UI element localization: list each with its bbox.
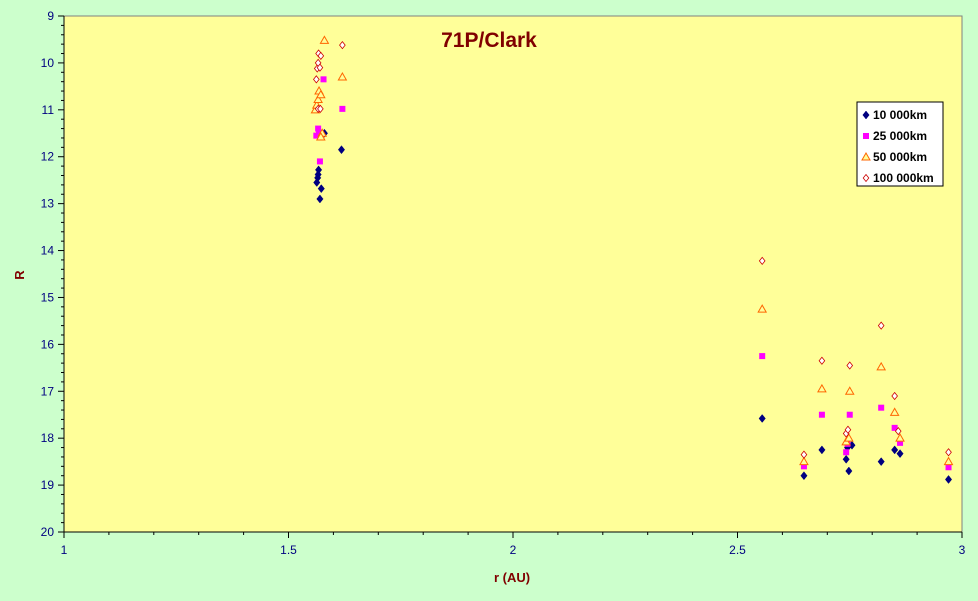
data-point bbox=[818, 356, 826, 365]
data-point bbox=[758, 414, 766, 423]
data-point bbox=[817, 383, 827, 393]
data-point bbox=[896, 449, 904, 459]
data-point bbox=[320, 76, 327, 83]
chart-title: 71P/Clark bbox=[441, 29, 537, 52]
data-point bbox=[943, 456, 954, 466]
data-point bbox=[843, 449, 850, 456]
legend-label: 50 000km bbox=[873, 150, 927, 164]
data-point bbox=[315, 89, 326, 99]
data-point bbox=[337, 145, 346, 155]
x-tick-label: 1.5 bbox=[280, 543, 297, 557]
data-point bbox=[758, 256, 766, 266]
data-point bbox=[945, 475, 953, 484]
series-2 bbox=[310, 35, 954, 466]
legend-marker bbox=[861, 151, 871, 161]
data-point bbox=[895, 433, 905, 442]
data-point bbox=[313, 94, 323, 103]
legend-label: 100 000km bbox=[873, 171, 934, 185]
y-tick-label: 11 bbox=[42, 103, 55, 117]
data-points bbox=[310, 35, 954, 484]
plot-area bbox=[63, 15, 963, 533]
data-point bbox=[800, 471, 808, 481]
y-axis-title: R bbox=[12, 270, 27, 280]
y-tick-label: 16 bbox=[41, 337, 55, 351]
data-point bbox=[889, 407, 900, 416]
data-point bbox=[315, 132, 326, 141]
data-point bbox=[757, 304, 768, 313]
x-tick-label: 3 bbox=[959, 543, 966, 557]
data-point bbox=[316, 63, 324, 72]
y-tick-label: 14 bbox=[41, 244, 55, 258]
data-point bbox=[842, 454, 850, 464]
data-point bbox=[316, 158, 323, 165]
x-axis-title: r (AU) bbox=[494, 570, 530, 585]
data-point bbox=[844, 425, 852, 434]
data-point bbox=[894, 427, 902, 436]
y-tick-label: 20 bbox=[41, 525, 55, 539]
data-point bbox=[337, 71, 348, 81]
data-point bbox=[818, 445, 826, 455]
data-point bbox=[845, 466, 853, 476]
data-point bbox=[878, 404, 885, 411]
data-point bbox=[877, 321, 885, 330]
data-point bbox=[759, 353, 766, 360]
data-point bbox=[317, 104, 324, 114]
x-axis: 1 1.5 2 2.5 3 bbox=[61, 531, 966, 557]
data-point bbox=[846, 361, 854, 370]
data-point bbox=[945, 448, 952, 457]
legend-marker bbox=[862, 173, 870, 183]
x-tick-label: 2 bbox=[510, 543, 517, 557]
y-tick-label: 18 bbox=[41, 431, 55, 445]
data-point bbox=[317, 184, 325, 194]
x-tick-label: 1 bbox=[61, 543, 68, 557]
y-tick-label: 9 bbox=[47, 9, 54, 23]
data-point bbox=[891, 445, 899, 455]
series-3 bbox=[313, 40, 952, 459]
data-point bbox=[846, 411, 853, 418]
data-point bbox=[317, 51, 325, 61]
data-point bbox=[799, 456, 809, 466]
x-tick-label: 2.5 bbox=[729, 543, 746, 557]
legend-label: 25 000km bbox=[873, 129, 927, 143]
data-point bbox=[945, 464, 952, 471]
data-point bbox=[843, 433, 854, 442]
y-tick-label: 13 bbox=[41, 197, 55, 211]
y-tick-label: 12 bbox=[41, 150, 55, 164]
data-point bbox=[339, 105, 346, 112]
data-point bbox=[319, 35, 330, 44]
data-point bbox=[315, 125, 322, 132]
legend: 10 000km 25 000km 50 000km 100 000km bbox=[856, 101, 944, 187]
data-point bbox=[897, 439, 904, 446]
data-point bbox=[800, 463, 807, 470]
legend-box bbox=[856, 101, 944, 187]
y-tick-label: 15 bbox=[41, 290, 55, 304]
legend-label: 10 000km bbox=[873, 108, 927, 122]
y-tick-label: 17 bbox=[41, 384, 55, 398]
legend-marker bbox=[863, 133, 869, 139]
data-point bbox=[316, 194, 324, 204]
data-point bbox=[877, 457, 885, 467]
data-point bbox=[818, 411, 825, 418]
data-point bbox=[316, 130, 323, 137]
data-point bbox=[339, 40, 346, 50]
y-tick-label: 10 bbox=[41, 56, 55, 70]
data-point bbox=[315, 165, 323, 175]
y-axis: 9 10 11 12 13 14 15 16 17 18 19 20 bbox=[41, 9, 65, 539]
data-point bbox=[313, 75, 320, 84]
legend-marker bbox=[862, 110, 870, 120]
data-point bbox=[844, 386, 855, 395]
data-point bbox=[876, 361, 887, 371]
data-point bbox=[800, 450, 808, 459]
data-point bbox=[891, 424, 898, 431]
data-point bbox=[891, 391, 898, 401]
y-tick-label: 19 bbox=[41, 478, 55, 492]
